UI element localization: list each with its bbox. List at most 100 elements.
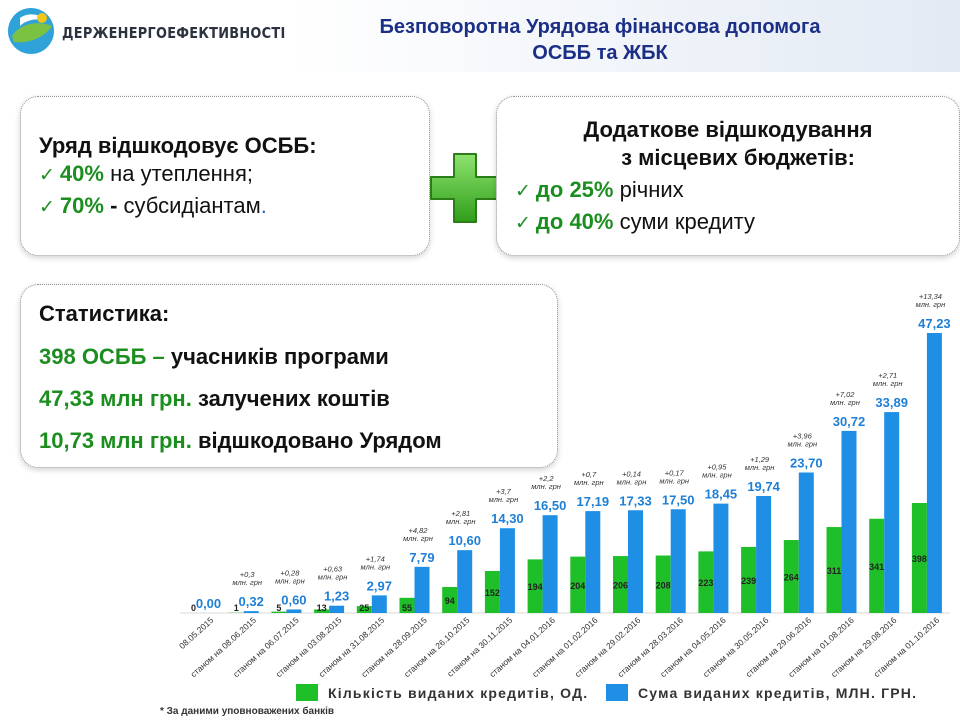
increment-label: +7,02 <box>836 390 856 399</box>
count-bar <box>527 559 543 613</box>
amount-bar <box>798 472 814 613</box>
increment-unit-label: млн. грн <box>403 534 433 543</box>
legend-item-amount: Сума виданих кредитів, МЛН. ГРН. <box>606 684 917 701</box>
checkmark-icon: ✓ <box>515 213 531 234</box>
count-data-label: 1 <box>234 603 239 613</box>
increment-label: +0,14 <box>622 469 641 478</box>
amount-data-label: 18,45 <box>705 487 738 502</box>
count-bar <box>869 518 885 613</box>
increment-label: +2,81 <box>451 509 470 518</box>
checkmark-icon: ✓ <box>515 181 531 202</box>
statistics-line-2-value: 47,33 млн грн. <box>39 386 192 411</box>
count-data-label: 94 <box>445 596 455 606</box>
count-data-label: 341 <box>869 562 884 572</box>
increment-label: +4,82 <box>409 526 429 535</box>
increment-unit-label: млн. грн <box>873 379 903 388</box>
count-bar <box>271 611 287 613</box>
government-compensation-box: Уряд відшкодовує ОСББ: ✓ 40% на утеплення… <box>20 96 430 256</box>
page-title-line1: Безповоротна Урядова фінансова допомога <box>379 16 821 38</box>
amount-bar <box>756 495 772 613</box>
statistics-line-2-text: залучених коштів <box>197 386 390 411</box>
legend-item-count: Кількість виданих кредитів, ОД. <box>296 684 588 701</box>
count-data-label: 55 <box>402 603 412 613</box>
count-bar <box>570 556 586 613</box>
amount-data-label: 10,60 <box>448 533 481 548</box>
count-data-label: 194 <box>528 582 543 592</box>
statistics-line-1-text: учасників програми <box>170 344 389 369</box>
amount-data-label: 33,89 <box>875 395 908 410</box>
statistics-line-3-text: відшкодовано Урядом <box>197 428 442 453</box>
government-item-1: ✓ 40% на утеплення; <box>39 161 253 187</box>
count-bar <box>741 546 757 613</box>
increment-label: +0,95 <box>707 463 727 472</box>
government-item-2-dash: - <box>110 193 118 218</box>
increment-label: +0,63 <box>323 565 343 574</box>
increment-unit-label: млн. грн <box>275 576 305 585</box>
statistics-heading: Статистика: <box>39 301 170 326</box>
increment-label: +0,28 <box>280 568 300 577</box>
amount-bar <box>371 595 387 613</box>
increment-unit-label: млн. грн <box>446 517 476 526</box>
increment-label: +3,7 <box>496 487 512 496</box>
government-item-1-text: на утеплення; <box>110 161 253 186</box>
increment-unit-label: млн. грн <box>360 562 390 571</box>
amount-data-label: 0,00 <box>196 596 221 611</box>
amount-bar <box>585 511 601 613</box>
amount-data-label: 47,23 <box>918 316 951 331</box>
count-bar <box>911 503 927 613</box>
increment-unit-label: млн. грн <box>702 471 732 480</box>
count-bar <box>655 555 671 613</box>
count-bar <box>613 556 628 613</box>
count-data-label: 0 <box>191 603 196 613</box>
page-title-line2: ОСББ та ЖБК <box>532 42 668 64</box>
legend-swatch-green <box>296 684 318 701</box>
count-bar <box>314 609 330 613</box>
amount-data-label: 14,30 <box>491 511 524 526</box>
count-data-label: 5 <box>276 603 281 613</box>
government-heading: Уряд відшкодовує ОСББ: <box>39 133 317 158</box>
count-bar <box>826 527 842 613</box>
statistics-line-3: 10,73 млн грн. відшкодовано Урядом <box>39 428 442 454</box>
increment-unit-label: млн. грн <box>745 463 775 472</box>
count-bar <box>399 597 415 613</box>
local-budget-box: Додаткове відшкодування з місцевих бюдже… <box>496 96 960 256</box>
agency-name: ДЕРЖЕНЕРГОЕФЕКТИВНОСТІ <box>62 24 286 42</box>
amount-data-label: 17,19 <box>577 494 610 509</box>
amount-bar <box>243 611 259 613</box>
amount-bar <box>670 509 686 613</box>
plus-icon <box>430 153 500 223</box>
footnote: * За даними уповноважених банків <box>160 706 335 717</box>
agency-logo-icon <box>8 8 54 54</box>
local-heading-line2: з місцевих бюджетів: <box>621 145 855 170</box>
checkmark-icon: ✓ <box>39 197 55 218</box>
increment-label: +0,17 <box>665 468 685 477</box>
government-item-2-value: 70% <box>59 193 104 218</box>
amount-data-label: 17,33 <box>619 493 652 508</box>
count-data-label: 152 <box>485 588 500 598</box>
government-item-1-value: 40% <box>59 161 104 186</box>
increment-label: +13,34 <box>919 292 942 301</box>
count-data-label: 223 <box>698 578 713 588</box>
increment-label: +0,7 <box>581 470 597 479</box>
increment-unit-label: млн. грн <box>574 478 604 487</box>
header-band <box>0 0 960 72</box>
local-item-1: ✓ до 25% річних <box>515 177 684 203</box>
amount-data-label: 17,50 <box>662 492 695 507</box>
count-data-label: 311 <box>827 566 842 576</box>
government-item-2-text: субсидіантам <box>123 193 261 218</box>
checkmark-icon: ✓ <box>39 165 55 186</box>
increment-unit-label: млн. грн <box>232 578 262 587</box>
count-data-label: 264 <box>784 573 799 583</box>
count-data-label: 13 <box>317 603 327 613</box>
amount-bar <box>457 550 473 613</box>
increment-unit-label: млн. грн <box>489 495 519 504</box>
amount-data-label: 23,70 <box>790 455 823 470</box>
count-data-label: 25 <box>359 603 369 613</box>
amount-data-label: 0,32 <box>239 594 264 609</box>
amount-data-label: 7,79 <box>409 550 434 565</box>
increment-label: +0,3 <box>240 570 256 579</box>
local-item-1-text: річних <box>619 177 684 202</box>
amount-bar <box>414 566 430 613</box>
count-data-label: 398 <box>912 554 927 564</box>
